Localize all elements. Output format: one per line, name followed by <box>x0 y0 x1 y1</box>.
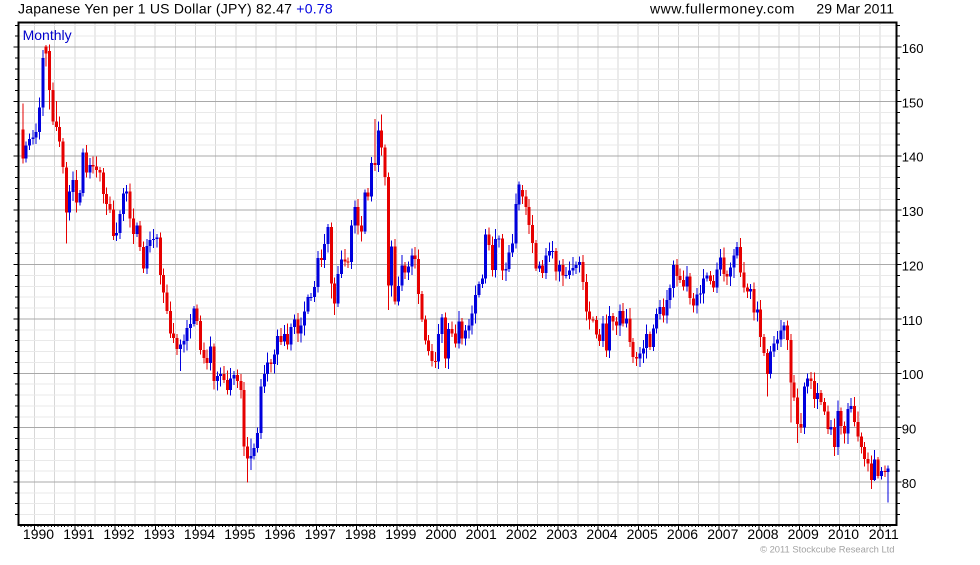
svg-text:1991: 1991 <box>63 526 94 542</box>
svg-text:www.fullermoney.com: www.fullermoney.com <box>649 1 795 17</box>
svg-text:Japanese Yen per 1 US Dollar (: Japanese Yen per 1 US Dollar (JPY) 82.47… <box>18 1 333 17</box>
svg-text:1992: 1992 <box>103 526 134 542</box>
svg-text:2002: 2002 <box>506 526 537 542</box>
svg-text:150: 150 <box>902 95 924 110</box>
svg-text:1998: 1998 <box>345 526 376 542</box>
svg-text:2003: 2003 <box>546 526 577 542</box>
svg-text:2005: 2005 <box>627 526 658 542</box>
svg-text:© 2011 Stockcube Research Ltd: © 2011 Stockcube Research Ltd <box>760 544 894 555</box>
svg-text:2006: 2006 <box>667 526 698 542</box>
svg-text:2009: 2009 <box>788 526 819 542</box>
svg-text:1990: 1990 <box>23 526 54 542</box>
svg-text:120: 120 <box>902 259 924 274</box>
svg-text:2011: 2011 <box>869 526 899 542</box>
svg-text:2007: 2007 <box>707 526 738 542</box>
svg-text:1996: 1996 <box>264 526 295 542</box>
svg-text:2001: 2001 <box>466 526 497 542</box>
svg-text:160: 160 <box>902 41 924 56</box>
svg-text:130: 130 <box>902 204 924 219</box>
svg-text:29 Mar 2011: 29 Mar 2011 <box>816 1 894 17</box>
svg-text:Monthly: Monthly <box>23 27 72 43</box>
svg-text:90: 90 <box>902 422 916 437</box>
svg-text:110: 110 <box>902 313 923 328</box>
svg-text:140: 140 <box>902 150 924 165</box>
svg-text:2000: 2000 <box>425 526 456 542</box>
svg-text:2004: 2004 <box>586 526 617 542</box>
svg-text:2010: 2010 <box>828 526 859 542</box>
svg-text:1995: 1995 <box>224 526 255 542</box>
svg-text:1993: 1993 <box>144 526 175 542</box>
svg-text:1994: 1994 <box>184 526 215 542</box>
svg-text:1999: 1999 <box>385 526 416 542</box>
svg-text:1997: 1997 <box>305 526 336 542</box>
svg-text:2008: 2008 <box>747 526 778 542</box>
svg-text:100: 100 <box>902 367 924 382</box>
svg-text:80: 80 <box>902 476 916 491</box>
